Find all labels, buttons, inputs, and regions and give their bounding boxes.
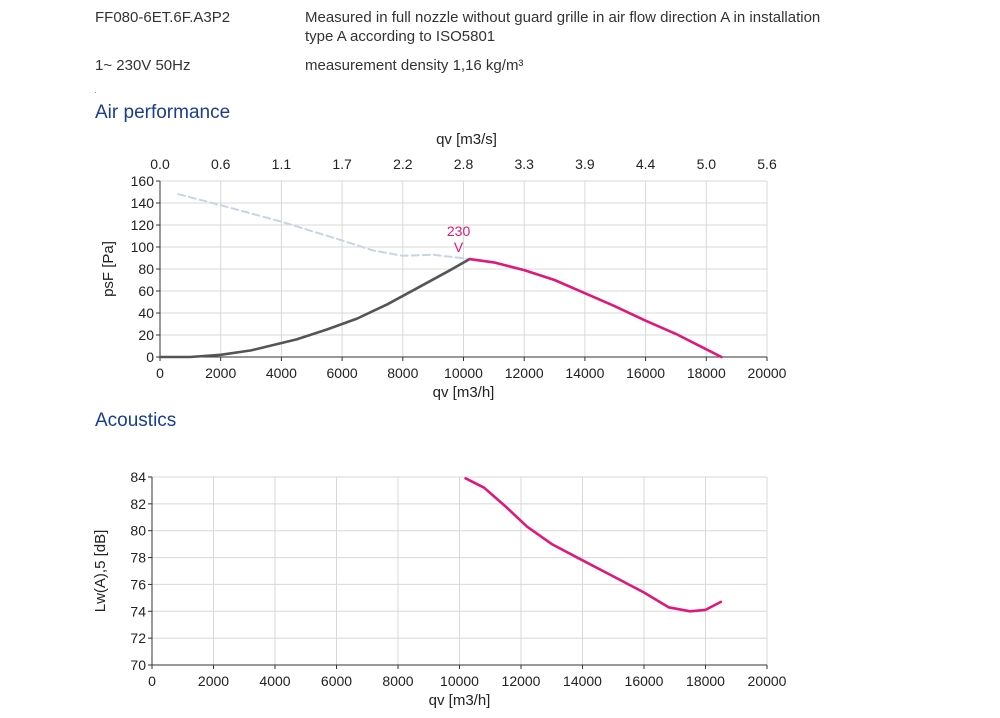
x-tick-label: 4000 [259,673,290,689]
top-tick-label: 5.0 [697,156,717,172]
x-tick-label: 16000 [625,673,664,689]
y-tick-label: 76 [130,576,146,592]
section-title-air-performance: Air performance [95,102,231,123]
top-tick-label: 1.7 [332,156,352,172]
series-line-1 [464,477,723,613]
y-tick-label: 120 [131,217,155,233]
y-tick-label: 84 [130,469,146,485]
x-tick-label: 18000 [686,673,725,689]
top-axis-label: qv [m3/s] [436,131,497,148]
x-tick-label: 8000 [387,365,418,381]
x-tick-label: 0 [156,365,164,381]
section-title-acoustics: Acoustics [95,410,177,431]
y-tick-label: 160 [131,173,155,189]
top-tick-label: 5.6 [757,156,777,172]
x-tick-label: 20000 [748,673,787,689]
x-tick-label: 8000 [382,673,413,689]
x-tick-label: 0 [148,673,156,689]
x-tick-label: 18000 [687,365,726,381]
acoustics-chart: 0 2000 4000 6000 8000 10000 12000 14000 16000 180… [92,469,787,709]
measurement-density: measurement density 1,16 kg/m³ [305,57,524,74]
y-tick-label: 82 [130,496,146,512]
separator-dot [95,92,96,93]
measurement-description-line1: Measured in full nozzle without guard gr… [305,9,821,26]
curve-label-voltage: 230 [447,223,471,239]
measurement-description-line2: type A according to ISO5801 [305,28,496,45]
air-performance-chart: 0 2000 4000 6000 8000 10000 12000 14000 16000 180… [100,131,787,401]
y-tick-label: 80 [130,523,146,539]
y-tick-label: 70 [130,657,146,673]
x-tick-label: 16000 [626,365,665,381]
y-tick-label: 74 [130,603,146,619]
top-tick-label: 3.9 [575,156,595,172]
curve-label-unit: V [454,239,464,255]
y-tick-label: 0 [146,349,154,365]
y-tick-label: 78 [130,550,146,566]
y-tick-label: 100 [131,239,155,255]
supply-voltage: 1~ 230V 50Hz [95,57,191,74]
top-tick-label: 2.2 [393,156,413,172]
top-tick-label: 2.8 [454,156,474,172]
x-tick-label: 14000 [563,673,602,689]
x-tick-label: 10000 [440,673,479,689]
top-tick-label: 0.6 [211,156,231,172]
series-line-3 [468,257,723,359]
x-tick-label: 4000 [266,365,297,381]
x-axis-label: qv [m3/h] [433,384,495,401]
y-tick-label: 72 [130,630,146,646]
x-tick-label: 10000 [444,365,483,381]
x-tick-label: 20000 [748,365,787,381]
x-tick-label: 2000 [205,365,236,381]
y-tick-label: 80 [138,261,154,277]
x-tick-label: 6000 [321,673,352,689]
x-axis-label: qv [m3/h] [429,692,491,709]
y-tick-label: 140 [131,195,155,211]
x-tick-label: 14000 [565,365,604,381]
y-tick-label: 20 [138,327,154,343]
y-tick-label: 60 [138,283,154,299]
series-line-2 [158,257,471,359]
y-axis-label: psF [Pa] [100,241,117,297]
top-tick-label: 1.1 [272,156,292,172]
x-tick-label: 12000 [502,673,541,689]
x-tick-label: 6000 [327,365,358,381]
series-line-1 [177,193,471,261]
y-axis-label: Lw(A),5 [dB] [92,530,109,613]
model-number: FF080-6ET.6F.A3P2 [95,9,231,26]
top-tick-label: 0.0 [150,156,170,172]
top-tick-label: 4.4 [636,156,656,172]
y-tick-label: 40 [138,305,154,321]
x-tick-label: 12000 [505,365,544,381]
top-tick-label: 3.3 [514,156,534,172]
x-tick-label: 2000 [198,673,229,689]
